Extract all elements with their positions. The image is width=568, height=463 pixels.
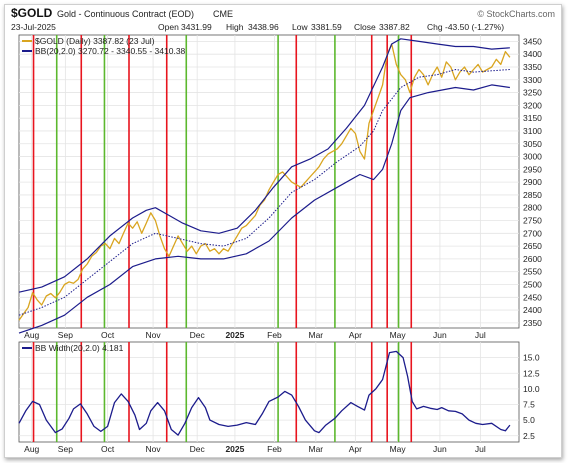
price-y-tick-label: 2650 — [523, 241, 542, 251]
price-y-tick-label: 2500 — [523, 279, 542, 289]
chart-frame: $GOLD Gold - Continuous Contract (EOD) C… — [4, 4, 562, 458]
price-series-0 — [18, 43, 511, 321]
bbw-x-tick-label: May — [390, 444, 407, 454]
price-panel: 2350 2400 2450 2500 2550 2600 2650 2700 2750 2800… — [18, 34, 542, 340]
price-x-tick-label: Dec — [190, 330, 206, 340]
chg-value: -43.50 (-1.27%) — [445, 22, 504, 32]
price-y-tick-label: 3400 — [523, 49, 542, 59]
chart-svg: $GOLD Gold - Continuous Contract (EOD) C… — [11, 6, 555, 454]
price-y-tick-label: 2450 — [523, 292, 542, 302]
price-y-tick-label: 3200 — [523, 100, 542, 110]
bbw-plot-area — [18, 341, 520, 443]
price-y-tick-label: 2350 — [523, 318, 542, 328]
price-y-tick-label: 3300 — [523, 75, 542, 85]
price-y-tick-label: 2550 — [523, 267, 542, 277]
price-y-tick-label: 2950 — [523, 164, 542, 174]
high-label: High — [226, 22, 244, 32]
price-x-tick-label: Mar — [308, 330, 323, 340]
bbw-y-tick-label: 10.0 — [523, 384, 540, 394]
bbw-x-tick-label: 2025 — [225, 444, 244, 454]
price-y-tick-label: 3150 — [523, 113, 542, 123]
chart-name: Gold - Continuous Contract (EOD) — [57, 9, 194, 19]
price-x-tick-label: Jun — [433, 330, 447, 340]
high-value: 3438.96 — [248, 22, 279, 32]
chg-label: Chg — [427, 22, 443, 32]
close-value: 3387.82 — [379, 22, 410, 32]
bbw-y-tick-label: 15.0 — [523, 353, 540, 363]
close-label: Close — [354, 22, 376, 32]
price-y-tick-label: 3100 — [523, 126, 542, 136]
chart-symbol: $GOLD — [11, 6, 53, 20]
price-x-tick-label: May — [390, 330, 407, 340]
bbwidth-panel: 2.5 5.0 7.5 10.0 12.5 15.0 Aug Sep Oct Nov Dec 2025… — [18, 341, 540, 454]
bbw-x-tick-label: Jul — [475, 444, 486, 454]
bbw-y-tick-label: 5.0 — [523, 415, 535, 425]
price-x-tick-label: Sep — [58, 330, 73, 340]
bbw-legend-entry: BB Width(20,2.0) 4.181 — [35, 343, 124, 353]
price-x-tick-label: Aug — [24, 330, 39, 340]
bbw-x-tick-label: Oct — [101, 444, 115, 454]
bbw-y-tick-label: 2.5 — [523, 431, 535, 441]
stockcharts-brand: © StockCharts.com — [477, 9, 555, 19]
price-y-tick-label: 3050 — [523, 139, 542, 149]
bbw-x-tick-label: Nov — [146, 444, 162, 454]
price-y-tick-label: 3000 — [523, 152, 542, 162]
price-y-tick-label: 2750 — [523, 216, 542, 226]
price-y-tick-label: 3450 — [523, 36, 542, 46]
chart-exchange: CME — [213, 9, 233, 19]
open-label: Open — [158, 22, 179, 32]
bbw-series-0 — [18, 350, 511, 436]
price-y-tick-label: 2600 — [523, 254, 542, 264]
price-y-tick-label: 2400 — [523, 305, 542, 315]
bbw-y-tick-label: 7.5 — [523, 400, 535, 410]
price-legend-entry: BB(20,2.0) 3270.72 - 3340.55 - 3410.38 — [35, 46, 186, 56]
bbw-x-tick-label: Jun — [433, 444, 447, 454]
price-y-tick-label: 2900 — [523, 177, 542, 187]
low-value: 3381.59 — [311, 22, 342, 32]
price-y-tick-label: 2800 — [523, 203, 542, 213]
price-x-tick-label: Jul — [475, 330, 486, 340]
price-x-tick-label: Feb — [267, 330, 282, 340]
quote-date: 23-Jul-2025 — [11, 22, 56, 32]
price-x-tick-label: Oct — [101, 330, 115, 340]
bbw-x-tick-label: Aug — [24, 444, 39, 454]
bbw-x-tick-label: Mar — [308, 444, 323, 454]
price-x-tick-label: 2025 — [225, 330, 244, 340]
price-y-tick-label: 3250 — [523, 88, 542, 98]
price-y-tick-label: 2850 — [523, 190, 542, 200]
price-x-tick-label: Nov — [146, 330, 162, 340]
price-series-2 — [18, 69, 510, 316]
price-series-1 — [18, 38, 510, 293]
price-plot-area — [18, 34, 520, 329]
price-x-tick-label: Apr — [349, 330, 362, 340]
low-label: Low — [292, 22, 308, 32]
price-legend-entry: $GOLD (Daily) 3387.82 (23 Jul) — [35, 36, 155, 46]
price-y-tick-label: 2700 — [523, 228, 542, 238]
bbw-x-tick-label: Apr — [349, 444, 362, 454]
price-y-tick-label: 3350 — [523, 62, 542, 72]
bbw-y-tick-label: 12.5 — [523, 368, 540, 378]
bbw-x-tick-label: Sep — [58, 444, 73, 454]
bbw-x-tick-label: Dec — [190, 444, 206, 454]
price-series-3 — [18, 84, 510, 334]
bbw-x-tick-label: Feb — [267, 444, 282, 454]
open-value: 3431.99 — [181, 22, 212, 32]
